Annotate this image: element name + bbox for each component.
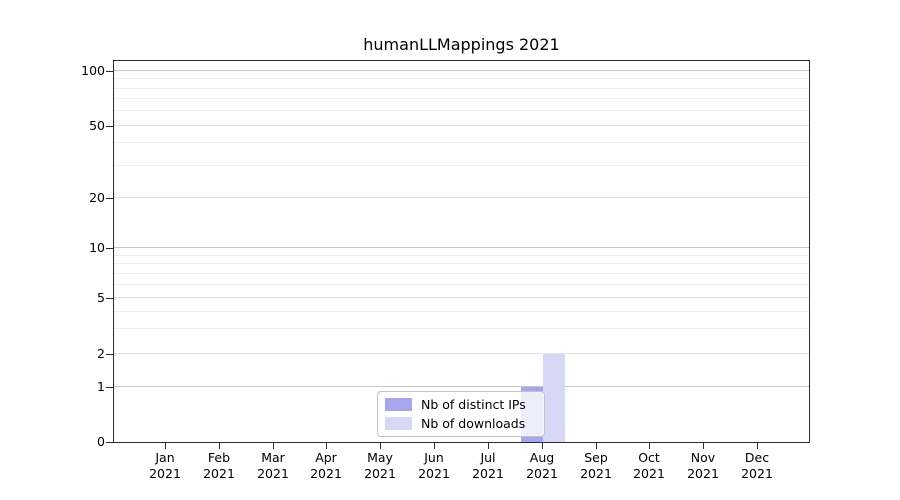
y-tick-mark bbox=[106, 298, 113, 299]
x-tick-label: Aug 2021 bbox=[526, 450, 558, 481]
x-tick-label: Apr 2021 bbox=[310, 450, 342, 481]
x-tick-mark bbox=[649, 443, 650, 449]
x-tick-label: Mar 2021 bbox=[257, 450, 289, 481]
legend: Nb of distinct IPs Nb of downloads bbox=[377, 391, 545, 437]
y-tick-mark bbox=[106, 442, 113, 443]
y-tick-label: 10 bbox=[89, 240, 105, 255]
y-gridline bbox=[114, 247, 809, 248]
y-minor-gridline bbox=[114, 88, 809, 89]
x-tick-label: Jan 2021 bbox=[149, 450, 181, 481]
x-tick-label: Feb 2021 bbox=[203, 450, 235, 481]
y-minor-gridline bbox=[114, 273, 809, 274]
legend-item-distinct-ips: Nb of distinct IPs bbox=[385, 397, 537, 412]
x-tick-label: May 2021 bbox=[364, 450, 396, 481]
y-tick-mark bbox=[106, 248, 113, 249]
legend-swatch-distinct-ips bbox=[385, 398, 412, 411]
x-tick-label: Dec 2021 bbox=[741, 450, 773, 481]
x-tick-mark bbox=[542, 443, 543, 449]
y-tick-label: 2 bbox=[97, 346, 105, 361]
y-minor-gridline bbox=[114, 284, 809, 285]
y-tick-mark bbox=[106, 198, 113, 199]
x-tick-mark bbox=[703, 443, 704, 449]
bar-downloads bbox=[543, 354, 565, 442]
plot-area: Nb of distinct IPs Nb of downloads bbox=[113, 60, 810, 443]
y-gridline bbox=[114, 125, 809, 126]
y-tick-label: 20 bbox=[89, 190, 105, 205]
y-tick-mark bbox=[106, 387, 113, 388]
x-tick-label: Jun 2021 bbox=[418, 450, 450, 481]
y-minor-gridline bbox=[114, 255, 809, 256]
x-tick-label: Oct 2021 bbox=[633, 450, 665, 481]
y-tick-mark bbox=[106, 71, 113, 72]
y-gridline bbox=[114, 70, 809, 71]
x-tick-label: Jul 2021 bbox=[472, 450, 504, 481]
y-gridline bbox=[114, 386, 809, 387]
chart-title: humanLLMappings 2021 bbox=[363, 35, 560, 54]
y-gridline bbox=[114, 297, 809, 298]
y-minor-gridline bbox=[114, 328, 809, 329]
y-minor-gridline bbox=[114, 263, 809, 264]
x-tick-mark bbox=[219, 443, 220, 449]
legend-label-downloads: Nb of downloads bbox=[421, 416, 526, 431]
y-gridline bbox=[114, 353, 809, 354]
y-tick-mark bbox=[106, 354, 113, 355]
x-tick-mark bbox=[488, 443, 489, 449]
legend-label-distinct-ips: Nb of distinct IPs bbox=[421, 397, 526, 412]
legend-swatch-downloads bbox=[385, 417, 412, 430]
y-minor-gridline bbox=[114, 78, 809, 79]
legend-item-downloads: Nb of downloads bbox=[385, 416, 537, 431]
y-minor-gridline bbox=[114, 110, 809, 111]
x-tick-mark bbox=[434, 443, 435, 449]
y-minor-gridline bbox=[114, 142, 809, 143]
y-tick-mark bbox=[106, 126, 113, 127]
x-tick-label: Nov 2021 bbox=[687, 450, 719, 481]
x-tick-mark bbox=[596, 443, 597, 449]
x-tick-mark bbox=[380, 443, 381, 449]
y-gridline bbox=[114, 197, 809, 198]
x-tick-mark bbox=[165, 443, 166, 449]
y-tick-label: 50 bbox=[89, 118, 105, 133]
y-tick-label: 0 bbox=[97, 434, 105, 449]
x-tick-label: Sep 2021 bbox=[580, 450, 612, 481]
y-tick-label: 1 bbox=[97, 379, 105, 394]
y-tick-label: 5 bbox=[97, 290, 105, 305]
x-tick-mark bbox=[757, 443, 758, 449]
x-tick-mark bbox=[273, 443, 274, 449]
y-minor-gridline bbox=[114, 311, 809, 312]
y-tick-label: 100 bbox=[81, 63, 105, 78]
y-minor-gridline bbox=[114, 165, 809, 166]
y-minor-gridline bbox=[114, 98, 809, 99]
x-tick-mark bbox=[326, 443, 327, 449]
